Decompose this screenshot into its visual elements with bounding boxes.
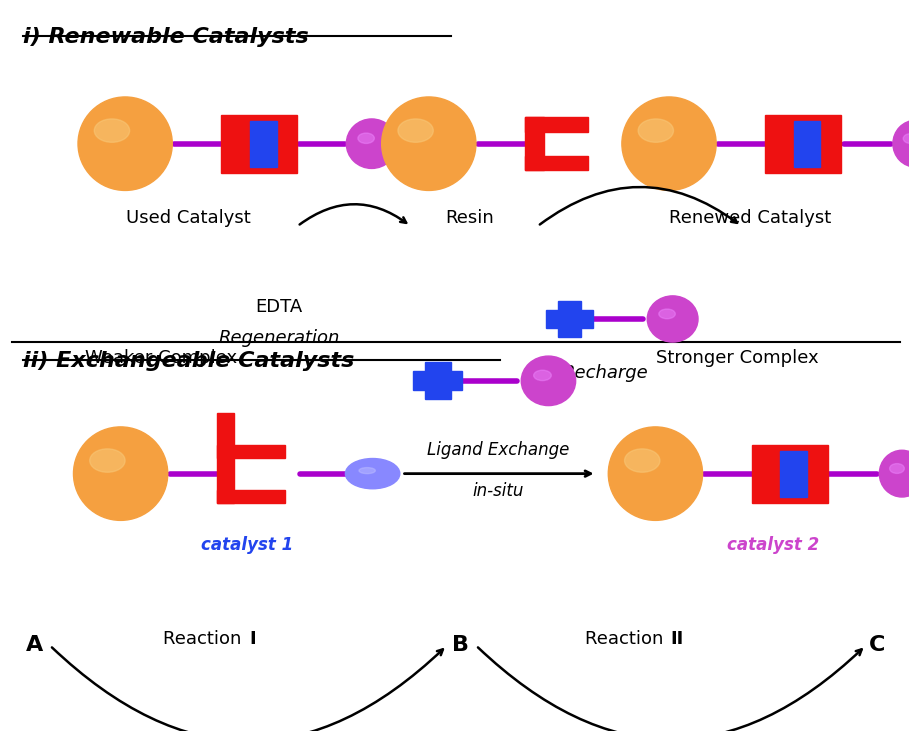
Text: Recharge: Recharge	[562, 363, 648, 382]
Ellipse shape	[533, 370, 551, 381]
Bar	[525, 117, 543, 170]
Ellipse shape	[94, 119, 129, 143]
Text: in-situ: in-situ	[473, 482, 524, 500]
Bar	[793, 121, 820, 167]
Ellipse shape	[521, 356, 575, 406]
Ellipse shape	[892, 121, 911, 167]
Ellipse shape	[78, 97, 172, 191]
Bar	[413, 371, 462, 390]
Ellipse shape	[397, 119, 433, 143]
Text: Reaction: Reaction	[584, 629, 669, 648]
Ellipse shape	[381, 97, 476, 191]
Text: I: I	[249, 629, 256, 648]
Ellipse shape	[74, 427, 168, 520]
Ellipse shape	[345, 458, 399, 489]
Text: Reaction: Reaction	[163, 629, 247, 648]
Text: Resin: Resin	[445, 209, 494, 227]
Bar	[217, 413, 233, 502]
Bar	[751, 444, 827, 502]
Ellipse shape	[357, 133, 374, 143]
Text: II: II	[670, 629, 683, 648]
Bar	[217, 444, 285, 458]
Bar	[250, 121, 276, 167]
Text: A: A	[26, 635, 43, 656]
Bar	[221, 115, 297, 173]
Ellipse shape	[878, 450, 911, 497]
Ellipse shape	[888, 463, 904, 474]
Text: B: B	[452, 635, 468, 656]
Ellipse shape	[359, 468, 375, 474]
Ellipse shape	[902, 134, 911, 143]
Text: i) Renewable Catalysts: i) Renewable Catalysts	[23, 27, 308, 47]
Bar	[525, 117, 587, 132]
Ellipse shape	[346, 119, 396, 168]
Bar	[217, 490, 285, 502]
Ellipse shape	[647, 296, 697, 342]
Ellipse shape	[638, 119, 672, 143]
Text: C: C	[868, 635, 885, 656]
Text: Renewed Catalyst: Renewed Catalyst	[669, 209, 831, 227]
Bar	[425, 363, 450, 399]
Ellipse shape	[608, 427, 701, 520]
Text: ii) Exchangeable Catalysts: ii) Exchangeable Catalysts	[23, 352, 353, 371]
Bar	[525, 156, 587, 170]
Text: catalyst 1: catalyst 1	[201, 536, 293, 553]
Bar	[764, 115, 840, 173]
Text: Used Catalyst: Used Catalyst	[126, 209, 251, 227]
Text: Ligand Exchange: Ligand Exchange	[427, 441, 569, 458]
Text: Regeneration: Regeneration	[219, 329, 340, 347]
Bar	[545, 310, 592, 328]
Text: EDTA: EDTA	[255, 298, 302, 317]
Text: Stronger Complex: Stronger Complex	[655, 349, 817, 367]
Bar	[780, 450, 806, 497]
Ellipse shape	[89, 449, 125, 472]
Ellipse shape	[658, 309, 674, 319]
Text: catalyst 2: catalyst 2	[726, 536, 818, 553]
Bar	[557, 301, 580, 337]
Ellipse shape	[624, 449, 660, 472]
Text: Weaker Complex: Weaker Complex	[86, 349, 237, 367]
Ellipse shape	[621, 97, 715, 191]
